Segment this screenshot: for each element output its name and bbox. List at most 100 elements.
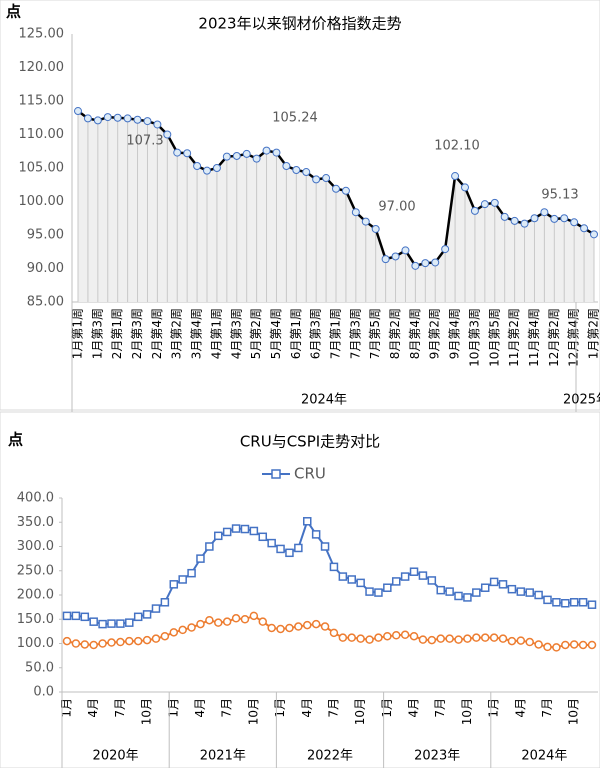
point (543, 642, 552, 652)
point (543, 595, 552, 605)
y-tick-label: 150.0 (17, 612, 54, 627)
point (347, 575, 356, 584)
point (285, 548, 294, 558)
x-tick-label: 5月第2周 (249, 308, 263, 359)
point (587, 600, 597, 609)
point (436, 585, 445, 595)
point (292, 166, 301, 175)
point (178, 575, 187, 584)
point (427, 635, 437, 645)
point (590, 230, 598, 239)
point (196, 619, 205, 629)
point (427, 576, 437, 585)
point (409, 631, 419, 641)
annotation: 105.24 (272, 111, 318, 126)
point (391, 631, 401, 640)
point (83, 114, 92, 123)
y-tick-label: 0.0 (33, 685, 54, 700)
x-tick-label: 10月 (460, 698, 474, 725)
point (445, 634, 454, 643)
point (89, 617, 98, 626)
point (133, 612, 143, 622)
annotation: 107.3 (126, 134, 163, 149)
y-tick-label: 105.00 (19, 161, 65, 176)
point (222, 152, 231, 161)
point (580, 224, 589, 233)
point (489, 633, 499, 642)
x-tick-label: 8月第4周 (408, 308, 422, 359)
x-tick-label: 10月 (353, 698, 367, 725)
point (183, 149, 192, 158)
point (329, 628, 339, 638)
x-tick-label: 12月第2周 (547, 308, 561, 367)
point (276, 624, 285, 634)
x-group-label: 2021年 (200, 749, 246, 764)
point (550, 214, 559, 223)
point (187, 568, 196, 578)
point (193, 161, 202, 170)
point (480, 200, 489, 209)
x-tick-label: 10月第3周 (467, 308, 481, 367)
point (303, 620, 312, 630)
x-tick-label: 7月 (433, 698, 447, 718)
point (540, 208, 549, 217)
x-tick-label: 7月第3周 (348, 308, 362, 359)
point (365, 587, 374, 596)
y-tick-label: 300.0 (17, 539, 54, 554)
point (530, 214, 539, 223)
point (516, 636, 526, 645)
point (480, 633, 490, 642)
point (231, 524, 241, 533)
point (356, 578, 365, 588)
annotation: 97.00 (378, 200, 415, 215)
point (561, 598, 570, 608)
y-tick-label: 115.00 (19, 94, 65, 109)
point (383, 631, 392, 641)
point (169, 580, 179, 589)
point (445, 587, 454, 596)
x-tick-label: 4月 (193, 698, 207, 718)
x-tick-label: 9月第2周 (428, 308, 442, 359)
point (418, 635, 428, 644)
point (431, 258, 440, 267)
x-group-label: 2024年 (521, 749, 567, 764)
x-tick-label: 7月第5周 (368, 308, 382, 359)
x-group-label: 2022年 (307, 749, 353, 764)
point (93, 116, 102, 125)
point (232, 151, 241, 160)
x-tick-label: 6月第1周 (289, 308, 303, 359)
point (311, 530, 321, 539)
y-tick-label: 50.0 (25, 660, 54, 675)
point (587, 640, 597, 650)
point (294, 622, 303, 631)
point (80, 640, 90, 649)
point (160, 631, 170, 641)
point (272, 148, 281, 157)
point (240, 615, 250, 624)
point (267, 538, 276, 548)
y-axis-label: 点 (6, 3, 21, 21)
chart-title: CRU与CSPI走势对比 (240, 433, 380, 451)
x-tick-label: 1月 (273, 698, 287, 718)
point (534, 590, 543, 600)
point (276, 544, 285, 554)
y-tick-label: 350.0 (17, 515, 54, 530)
point (153, 120, 162, 129)
point (242, 149, 251, 158)
x-tick-label: 2月第3周 (130, 308, 144, 359)
point (62, 611, 72, 621)
x-tick-label: 7月第1周 (329, 308, 343, 359)
x-tick-label: 3月第2周 (170, 308, 184, 359)
annotation: 95.13 (541, 188, 578, 203)
point (107, 638, 116, 647)
point (222, 617, 232, 626)
point (62, 636, 72, 646)
point (302, 168, 311, 177)
point (489, 577, 499, 587)
point (240, 524, 250, 534)
point (451, 172, 460, 181)
point (347, 633, 356, 642)
point (552, 598, 561, 607)
point (116, 637, 125, 647)
point (249, 611, 259, 621)
